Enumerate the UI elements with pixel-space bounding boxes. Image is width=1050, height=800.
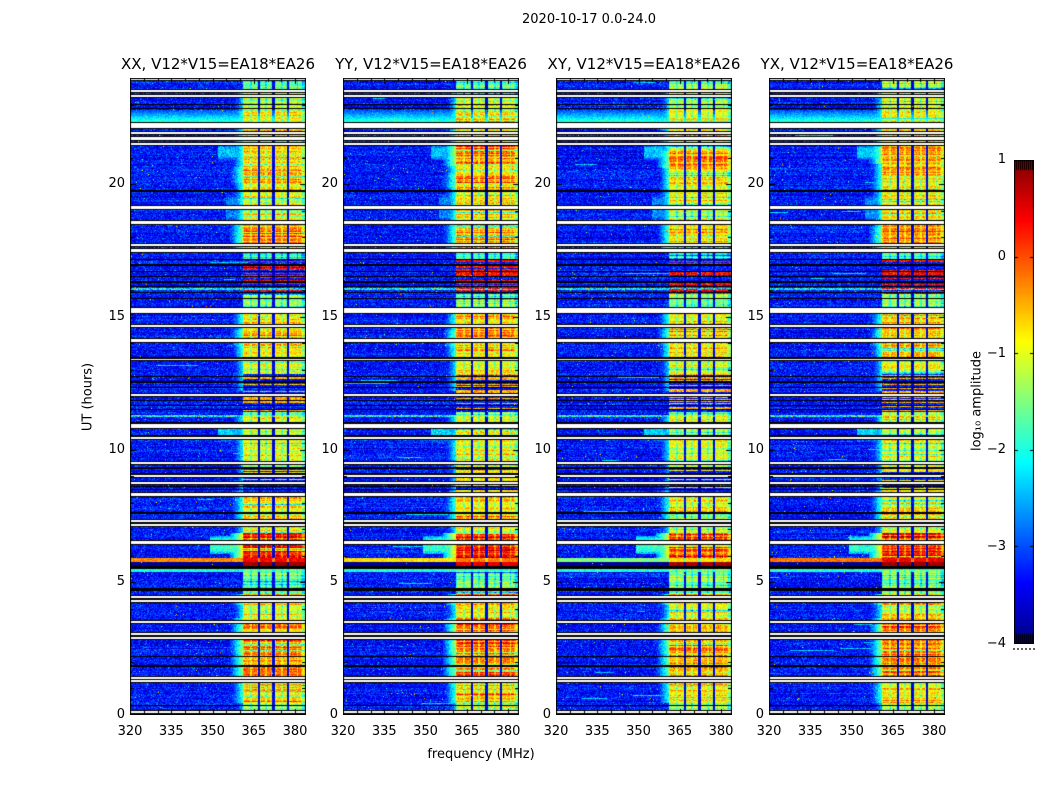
y-tick-label: 10 — [108, 441, 125, 457]
y-axis-label: UT (hours) — [80, 362, 96, 432]
colorbar-tick-label: −4 — [986, 636, 1006, 651]
colorbar-tick-label: 0 — [997, 248, 1006, 264]
y-tick-label: 15 — [108, 308, 125, 324]
colorbar — [1014, 160, 1034, 644]
x-tick-label: 365 — [241, 724, 267, 739]
x-tick-label: 320 — [330, 724, 356, 739]
spectrogram-canvas-yy — [343, 78, 519, 715]
x-tick-label: 335 — [584, 724, 610, 739]
panel-title-xy: XY, V12*V15=EA18*EA26 — [547, 55, 741, 73]
panel-title-xx: XX, V12*V15=EA18*EA26 — [120, 55, 316, 73]
y-tick-label: 20 — [108, 176, 125, 192]
colorbar-tick-label: −2 — [986, 442, 1006, 458]
x-tick-label: 335 — [158, 724, 184, 739]
y-tick-label: 20 — [321, 176, 338, 192]
y-tick-label: 5 — [116, 574, 125, 590]
y-tick-label: 20 — [534, 176, 551, 192]
panel-title-yy: YY, V12*V15=EA18*EA26 — [335, 55, 527, 73]
spectrogram-canvas-xx — [130, 78, 306, 715]
x-tick-label: 365 — [880, 724, 906, 739]
spectrogram-canvas-yx — [769, 78, 945, 715]
colorbar-dotted-edge — [1013, 648, 1035, 650]
x-tick-label: 320 — [756, 724, 782, 739]
y-tick-label: 15 — [747, 308, 764, 324]
x-tick-label: 350 — [626, 724, 651, 739]
y-tick-label: 15 — [534, 308, 551, 324]
colorbar-label: log₁₀ amplitude — [969, 350, 985, 452]
y-tick-label: 15 — [321, 308, 338, 324]
colorbar-tick-label: 1 — [997, 152, 1006, 167]
x-tick-label: 350 — [839, 724, 864, 739]
x-tick-label: 380 — [495, 724, 521, 739]
y-tick-label: 10 — [321, 441, 338, 457]
x-tick-label: 365 — [454, 724, 480, 739]
y-tick-label: 10 — [747, 441, 764, 457]
y-tick-label: 5 — [755, 574, 764, 590]
y-tick-label: 0 — [542, 707, 551, 722]
figure-title: 2020-10-17 0.0-24.0 — [522, 12, 656, 27]
x-tick-label: 320 — [117, 724, 143, 739]
colorbar-tick-label: −3 — [986, 539, 1006, 555]
x-tick-label: 335 — [371, 724, 397, 739]
x-tick-label: 320 — [543, 724, 569, 739]
y-tick-label: 0 — [755, 707, 764, 722]
y-tick-label: 5 — [329, 574, 338, 590]
x-axis-label: frequency (MHz) — [427, 747, 535, 762]
x-tick-label: 335 — [797, 724, 823, 739]
spectrogram-canvas-xy — [556, 78, 732, 715]
colorbar-tick-label: −1 — [986, 345, 1006, 361]
y-tick-label: 0 — [329, 707, 338, 722]
y-tick-label: 10 — [534, 441, 551, 457]
panel-title-yx: YX, V12*V15=EA18*EA26 — [760, 55, 954, 73]
x-tick-label: 365 — [667, 724, 693, 739]
y-tick-label: 0 — [116, 707, 125, 722]
y-tick-label: 20 — [747, 176, 764, 192]
x-tick-label: 380 — [282, 724, 308, 739]
x-tick-label: 380 — [921, 724, 947, 739]
x-tick-label: 350 — [200, 724, 225, 739]
y-tick-label: 5 — [542, 574, 551, 590]
x-tick-label: 380 — [708, 724, 734, 739]
x-tick-label: 350 — [413, 724, 438, 739]
